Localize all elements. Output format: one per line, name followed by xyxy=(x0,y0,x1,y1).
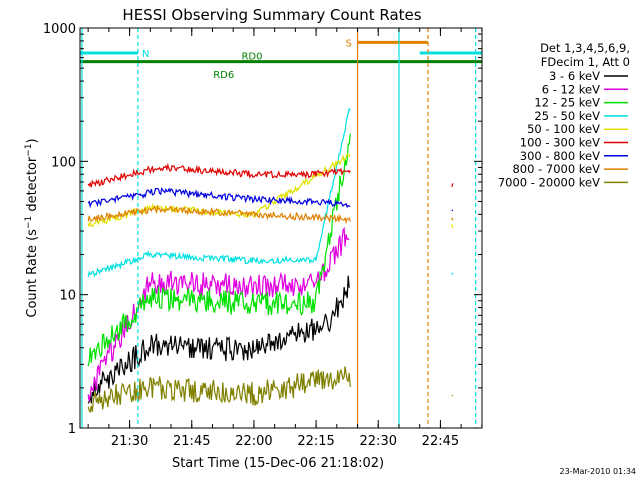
x-tick-label: 21:45 xyxy=(173,434,210,449)
series-800-7000-kev xyxy=(87,204,454,224)
series-line xyxy=(87,133,351,367)
y-tick-label: 100 xyxy=(51,155,76,170)
x-tick-label: 22:45 xyxy=(422,434,459,449)
x-axis: 21:30 21:45 22:00 22:15 22:30 22:45 xyxy=(87,28,483,449)
flag-rd6: RD6 xyxy=(213,70,234,81)
series-50-100-kev xyxy=(87,152,454,229)
series-12-25-kev xyxy=(87,133,351,367)
series-layer xyxy=(87,107,454,414)
y-tick-label: 1000 xyxy=(43,22,76,37)
series-line xyxy=(87,187,351,209)
series-line xyxy=(87,107,351,278)
chart-title: HESSI Observing Summary Count Rates xyxy=(122,6,421,24)
flag-label: N xyxy=(142,49,149,60)
legend: Det 1,3,4,5,6,9, FDecim 1, Att 0 3 - 6 k… xyxy=(498,41,630,189)
series-line xyxy=(87,226,350,402)
generation-timestamp: 23-Mar-2010 01:34 xyxy=(560,467,637,476)
plot-frame xyxy=(79,27,483,429)
legend-label: 7000 - 20000 keV xyxy=(498,175,600,189)
series-line xyxy=(87,152,351,228)
series-line xyxy=(451,217,454,221)
flags-layer: N S RD0 RD6 xyxy=(80,38,482,81)
x-tick-label: 22:15 xyxy=(297,434,334,449)
series-300-800-kev xyxy=(87,187,454,212)
legend-label: 12 - 25 keV xyxy=(534,96,600,110)
flag-label: RD0 xyxy=(241,52,262,63)
x-tick-label: 22:00 xyxy=(235,434,272,449)
legend-label: 6 - 12 keV xyxy=(542,82,600,96)
series-25-50-kev xyxy=(87,107,454,278)
series-line xyxy=(87,204,351,224)
series-line xyxy=(451,183,454,187)
series-line xyxy=(451,209,454,212)
y-tick-label: 1 xyxy=(68,422,76,437)
y-axis: 1 10 100 1000 xyxy=(43,22,482,437)
flag-s: S xyxy=(346,38,428,49)
plot-area: N S RD0 RD6 xyxy=(79,27,483,429)
legend-label: 800 - 7000 keV xyxy=(512,162,600,176)
flag-rd0: RD0 xyxy=(80,52,482,64)
x-tick-label: 22:30 xyxy=(360,434,397,449)
legend-label: 3 - 6 keV xyxy=(549,69,600,83)
series-line xyxy=(87,366,351,414)
x-tick-label: 21:30 xyxy=(111,434,148,449)
legend-label: 100 - 300 keV xyxy=(520,136,600,150)
flag-n: N xyxy=(80,49,482,60)
y-tick-label: 10 xyxy=(59,289,76,304)
series-line xyxy=(451,272,454,275)
legend-header-line2: FDecim 1, Att 0 xyxy=(541,55,630,69)
series-7000-20000-kev xyxy=(87,366,454,414)
legend-label: 50 - 100 keV xyxy=(527,122,600,136)
flag-label: RD6 xyxy=(213,70,234,81)
flag-label: S xyxy=(346,38,352,49)
legend-label: 300 - 800 keV xyxy=(520,149,600,163)
event-lines-layer xyxy=(81,28,477,428)
series-6-12-kev xyxy=(87,226,350,402)
x-axis-label: Start Time (15-Dec-06 21:18:02) xyxy=(172,456,384,471)
series-line xyxy=(87,162,351,188)
series-line xyxy=(451,224,454,229)
series-100-300-kev xyxy=(87,162,454,188)
series-line xyxy=(87,275,350,404)
legend-header-line1: Det 1,3,4,5,6,9, xyxy=(540,41,630,55)
legend-label: 25 - 50 keV xyxy=(534,109,600,123)
series-3-6-kev xyxy=(87,275,350,404)
y-axis-label: Count Rate (s−1 detector−1) xyxy=(24,138,40,317)
